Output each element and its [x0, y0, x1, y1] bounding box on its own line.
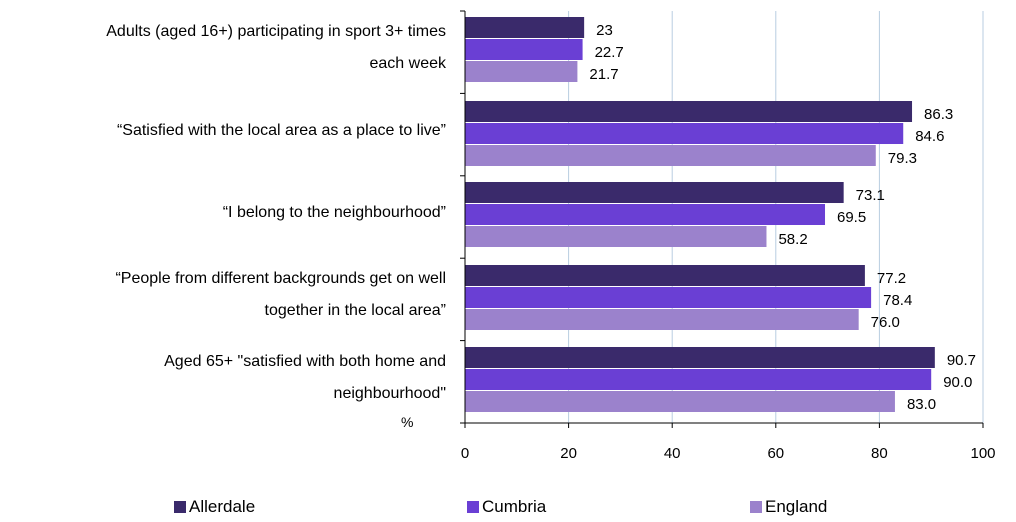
- legend-item: Allerdale: [174, 497, 255, 517]
- category-label: Aged 65+ "satisfied with both home and ne…: [0, 346, 446, 410]
- legend-label: England: [765, 497, 828, 516]
- bar: [465, 226, 767, 247]
- x-tick-label: 60: [767, 445, 784, 462]
- legend-swatch: [174, 501, 186, 513]
- category-label-line: together in the local area”: [264, 302, 446, 320]
- category-label: “Satisfied with the local area as a plac…: [0, 115, 446, 147]
- category-label: Adults (aged 16+) participating in sport…: [0, 16, 446, 80]
- legend-item: England: [750, 497, 827, 517]
- legend-item: Cumbria: [467, 497, 546, 517]
- data-label: 86.3: [924, 106, 953, 123]
- data-label: 69.5: [837, 209, 866, 226]
- data-label: 23: [596, 22, 613, 39]
- legend-label: Cumbria: [482, 497, 547, 516]
- bar: [465, 309, 859, 330]
- legend-swatch: [467, 501, 479, 513]
- legend: Allerdale Cumbria England: [0, 497, 1016, 521]
- data-label: 76.0: [871, 314, 900, 331]
- data-label: 22.7: [595, 44, 624, 61]
- category-label-line: neighbourhood": [333, 384, 446, 402]
- legend-label: Allerdale: [189, 497, 256, 516]
- data-label: 90.7: [947, 352, 976, 369]
- bar: [465, 123, 904, 144]
- category-label: “People from different backgrounds get o…: [0, 263, 446, 327]
- bar: [465, 287, 872, 308]
- category-label-line: each week: [369, 55, 447, 73]
- category-label-line: “People from different backgrounds get o…: [115, 270, 446, 288]
- bar: [465, 145, 876, 166]
- x-tick-label: 20: [560, 445, 577, 462]
- category-label: “I belong to the neighbourhood”: [0, 197, 446, 229]
- bar: [465, 369, 932, 390]
- data-label: 79.3: [888, 150, 917, 167]
- data-label: 90.0: [943, 374, 972, 391]
- bar: [465, 391, 895, 412]
- x-tick-label: 0: [461, 445, 469, 462]
- bar: [465, 204, 826, 225]
- bar: [465, 101, 913, 122]
- category-label-line: “I belong to the neighbourhood”: [222, 204, 446, 221]
- data-label: 83.0: [907, 396, 936, 413]
- bar: [465, 182, 844, 203]
- data-label: 58.2: [778, 231, 807, 248]
- unit-label: %: [401, 414, 414, 430]
- x-tick-label: 100: [970, 445, 995, 462]
- category-label-line: Aged 65+ "satisfied with both home and: [164, 352, 446, 370]
- data-label: 73.1: [856, 187, 885, 204]
- x-tick-label: 40: [664, 445, 681, 462]
- bar: [465, 61, 578, 82]
- data-label: 21.7: [589, 66, 618, 83]
- bar: [465, 265, 865, 286]
- bar: [465, 347, 935, 368]
- data-label: 84.6: [915, 128, 944, 145]
- bar: [465, 39, 583, 60]
- x-tick-label: 80: [871, 445, 888, 462]
- data-label: 77.2: [877, 270, 906, 287]
- category-label-line: “Satisfied with the local area as a plac…: [116, 121, 446, 139]
- category-label-line: Adults (aged 16+) participating in sport…: [106, 23, 446, 41]
- bar: [465, 17, 585, 38]
- data-label: 78.4: [883, 292, 912, 309]
- legend-swatch: [750, 501, 762, 513]
